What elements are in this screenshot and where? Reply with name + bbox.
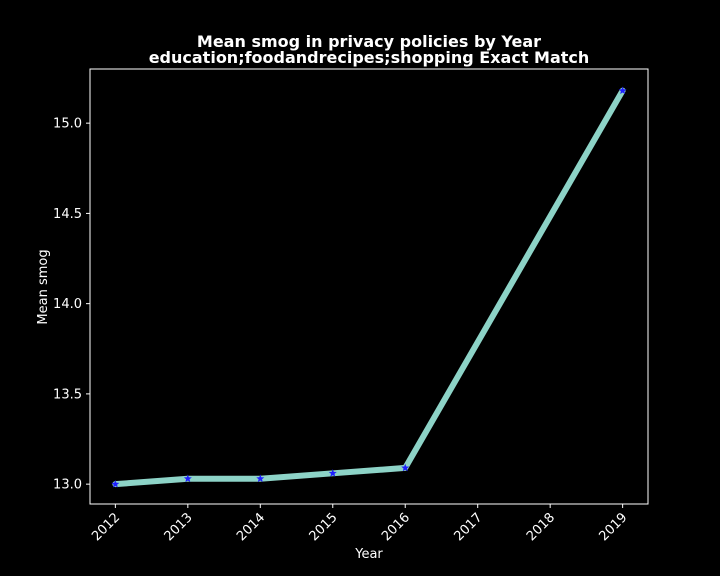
series-line bbox=[112, 87, 626, 488]
x-axis-label: Year bbox=[354, 547, 383, 562]
axes-frame bbox=[89, 68, 649, 505]
data-point bbox=[256, 474, 265, 483]
data-point bbox=[111, 479, 120, 488]
y-axis-label: Mean smog bbox=[36, 249, 51, 324]
y-tick-label: 13.0 bbox=[53, 478, 82, 493]
y-tick-label: 13.5 bbox=[53, 387, 82, 402]
y-axis: 13.0 13.5 14.0 14.5 15.0 bbox=[53, 117, 90, 493]
y-tick-label: 15.0 bbox=[53, 117, 82, 132]
y-tick-label: 14.0 bbox=[53, 297, 82, 312]
data-point bbox=[328, 469, 337, 477]
y-tick-label: 14.5 bbox=[53, 207, 82, 222]
chart-title: Mean smog in privacy policies by Year bbox=[197, 32, 541, 51]
plot-area bbox=[111, 86, 627, 488]
data-point bbox=[183, 474, 192, 483]
data-point bbox=[401, 463, 410, 472]
chart-subtitle: education;foodandrecipes;shopping Exact … bbox=[149, 48, 590, 67]
data-point bbox=[618, 86, 627, 95]
